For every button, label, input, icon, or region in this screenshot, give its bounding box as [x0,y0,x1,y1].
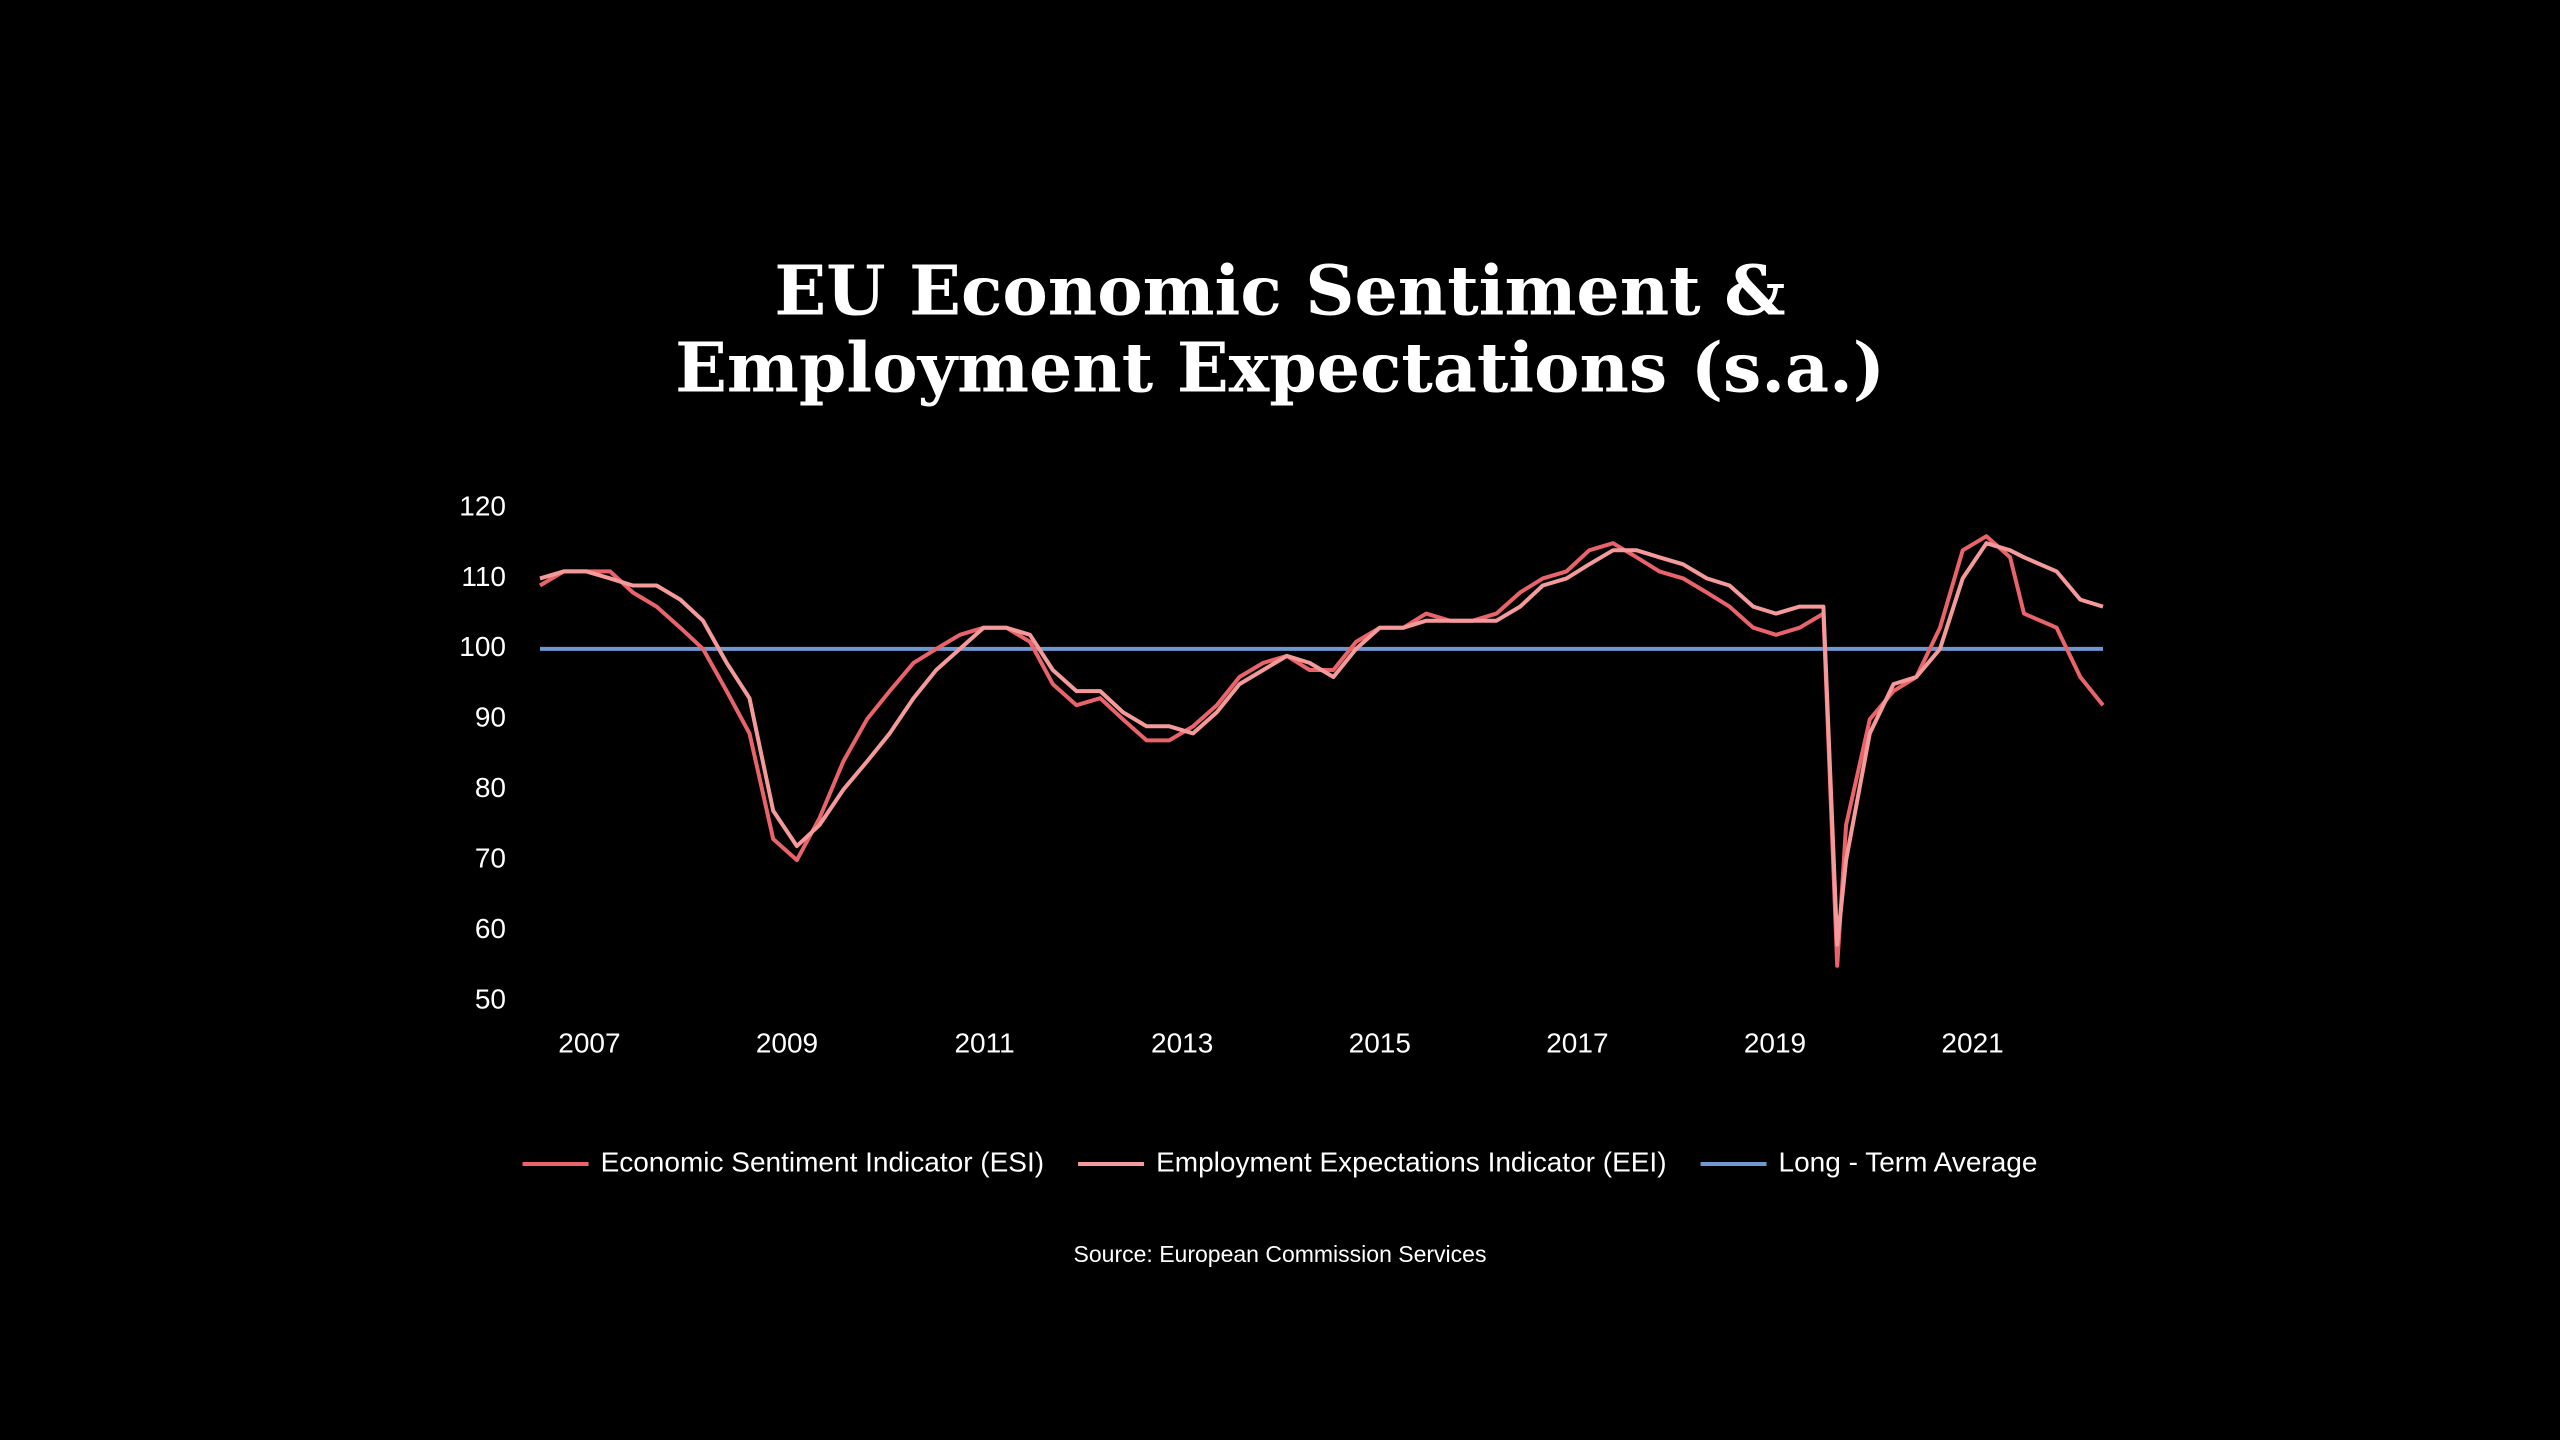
series-line [538,534,2105,968]
y-tick-label: 100 [459,631,506,662]
legend-label: Employment Expectations Indicator (EEI) [1156,1146,1666,1177]
y-tick-label: 50 [475,983,506,1014]
chart-title: Employment Expectations (s.a.) [675,329,1885,409]
x-tick-label: 2019 [1744,1027,1806,1058]
chart-title: EU Economic Sentiment & [774,252,1785,332]
x-tick-label: 2011 [954,1027,1014,1058]
legend-label: Long - Term Average [1779,1146,2038,1177]
x-tick-label: 2015 [1349,1027,1411,1058]
x-tick-label: 2009 [756,1027,818,1058]
y-tick-label: 110 [461,561,506,592]
y-tick-label: 70 [475,843,506,874]
x-tick-label: 2017 [1546,1027,1608,1058]
x-tick-label: 2013 [1151,1027,1213,1058]
legend-label: Economic Sentiment Indicator (ESI) [601,1146,1045,1177]
y-tick-label: 80 [475,772,506,803]
y-tick-label: 120 [459,490,506,521]
y-tick-label: 90 [475,702,506,733]
series-line [539,541,2104,947]
x-tick-label: 2007 [558,1027,620,1058]
source-note: Source: European Commission Services [1074,1241,1487,1267]
x-tick-label: 2021 [1941,1027,2003,1058]
y-tick-label: 60 [475,913,506,944]
